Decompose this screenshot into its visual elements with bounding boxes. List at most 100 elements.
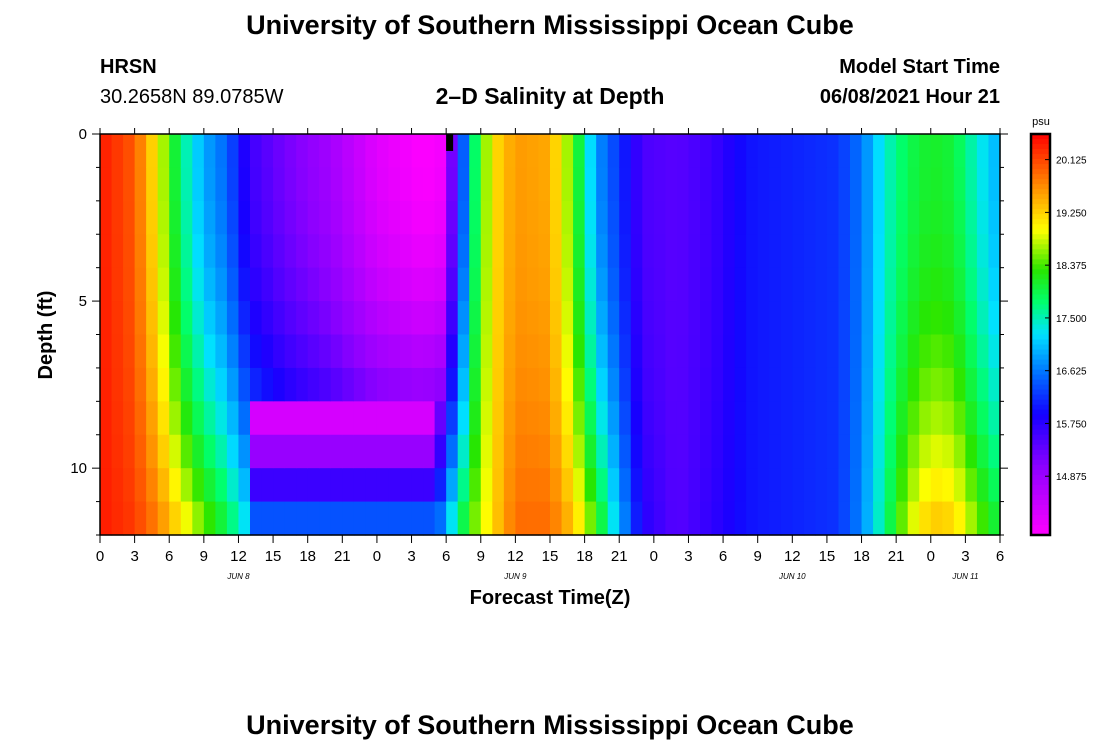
heatmap-cell: [792, 401, 805, 436]
colorbar-swatch: [1031, 469, 1050, 476]
colorbar-swatch: [1031, 169, 1050, 175]
heatmap-cell: [930, 234, 943, 269]
heatmap-cell: [780, 301, 793, 336]
heatmap-cell: [273, 167, 286, 202]
heatmap-cell: [838, 367, 851, 402]
heatmap-cell: [561, 200, 574, 235]
heatmap-cell: [376, 501, 390, 536]
x-tick-label: 18: [576, 548, 593, 565]
heatmap-cell: [573, 367, 586, 402]
heatmap-cell: [203, 167, 216, 202]
heatmap-cell: [492, 401, 505, 436]
heatmap-cell: [792, 434, 805, 469]
heatmap-cell: [469, 267, 482, 302]
heatmap-cell: [134, 367, 147, 402]
heatmap-cell: [665, 167, 678, 202]
heatmap-cell: [792, 267, 805, 302]
heatmap-cell: [365, 234, 378, 269]
heatmap-cell: [584, 200, 597, 235]
heatmap-cell: [434, 267, 447, 302]
heatmap-cell: [665, 468, 678, 503]
heatmap-cell: [457, 468, 470, 503]
heatmap-cell: [261, 501, 274, 536]
heatmap-cell: [619, 134, 632, 169]
heatmap-cell: [803, 401, 816, 436]
heatmap-cell: [123, 334, 136, 369]
heatmap-cell: [942, 401, 955, 436]
heatmap-cell: [469, 367, 482, 402]
heatmap-cell: [134, 267, 147, 302]
heatmap-cell: [134, 167, 147, 202]
colorbar-swatch: [1031, 484, 1050, 491]
heatmap-cell: [376, 401, 390, 436]
heatmap-cell: [446, 234, 459, 269]
colorbar-swatch: [1031, 154, 1050, 160]
heatmap-cell: [353, 501, 366, 536]
heatmap-cell: [215, 200, 228, 235]
heatmap-cell: [942, 334, 955, 369]
heatmap-cell: [988, 134, 1001, 169]
x-tick-label: 18: [853, 548, 870, 565]
heatmap-cell: [388, 267, 401, 302]
heatmap-cell: [919, 501, 932, 536]
heatmap-cell: [803, 267, 816, 302]
heatmap-cell: [226, 267, 240, 302]
heatmap-cell: [457, 234, 470, 269]
heatmap-cell: [123, 401, 136, 436]
heatmap-cell: [342, 501, 355, 536]
heatmap-cell: [365, 134, 378, 169]
heatmap-cell: [769, 301, 782, 336]
salinity-heatmap-chart: 0 3 6 9 12 15 18 21 0 3 6 9 12 15 18 21 0 3 6 9 12 15 18 21 0 3 6 J…: [35, 116, 1087, 609]
heatmap-cell: [607, 501, 620, 536]
heatmap-cell: [400, 367, 413, 402]
heatmap-cell: [884, 434, 897, 469]
colorbar-swatch: [1031, 354, 1050, 361]
heatmap-cell: [469, 334, 482, 369]
heatmap-cell: [861, 401, 874, 436]
x-tick-label: 3: [130, 548, 138, 565]
heatmap-cell: [930, 334, 943, 369]
heatmap-cell: [815, 468, 828, 503]
heatmap-cell: [376, 334, 390, 369]
heatmap-cell: [203, 468, 216, 503]
heatmap-cell: [261, 200, 274, 235]
colorbar-swatch: [1031, 529, 1050, 536]
heatmap-cell: [550, 468, 563, 503]
heatmap-cell: [676, 334, 690, 369]
heatmap-cell: [515, 434, 528, 469]
heatmap-cell: [169, 367, 182, 402]
heatmap-cell: [296, 468, 309, 503]
heatmap-cell: [757, 468, 770, 503]
heatmap-cell: [457, 134, 470, 169]
heatmap-cell: [734, 200, 747, 235]
heatmap-cell: [630, 501, 643, 536]
heatmap-cell: [192, 434, 205, 469]
heatmap-cell: [192, 367, 205, 402]
heatmap-cell: [319, 501, 332, 536]
heatmap-cell: [688, 134, 701, 169]
heatmap-cell: [526, 167, 540, 202]
heatmap-cell: [988, 301, 1001, 336]
heatmap-cell: [942, 167, 955, 202]
colorbar-swatch: [1031, 299, 1050, 306]
heatmap-cell: [723, 134, 736, 169]
heatmap-cell: [584, 234, 597, 269]
heatmap-cell: [826, 434, 840, 469]
heatmap-cell: [792, 468, 805, 503]
heatmap-cell: [434, 468, 447, 503]
heatmap-cell: [319, 134, 332, 169]
heatmap-cell: [596, 434, 609, 469]
heatmap-cell: [930, 401, 943, 436]
heatmap-cell: [296, 167, 309, 202]
heatmap-cell: [838, 200, 851, 235]
heatmap-cell: [146, 234, 159, 269]
heatmap-cell: [688, 334, 701, 369]
colorbar-swatch: [1031, 424, 1050, 431]
heatmap-cell: [423, 501, 436, 536]
heatmap-cell: [896, 334, 909, 369]
heatmap-cell: [711, 401, 724, 436]
heatmap-cell: [850, 134, 863, 169]
heatmap-cell: [215, 167, 228, 202]
heatmap-cell: [423, 434, 436, 469]
heatmap-cell: [561, 501, 574, 536]
